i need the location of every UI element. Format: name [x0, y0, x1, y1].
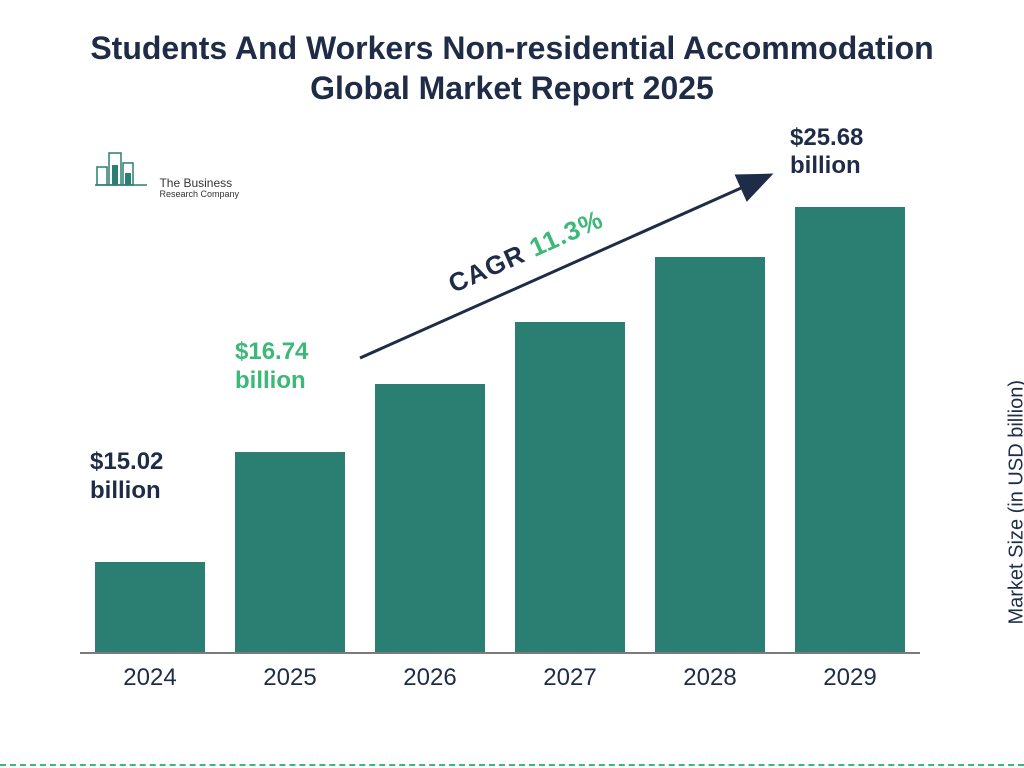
bar-2028 [655, 257, 765, 652]
xlabel-2: 2026 [370, 664, 490, 692]
xlabel-0: 2024 [90, 664, 210, 692]
x-axis-labels: 2024 2025 2026 2027 2028 2029 [80, 664, 920, 692]
xlabel-4: 2028 [650, 664, 770, 692]
xlabel-1: 2025 [230, 664, 350, 692]
bar-2024 [95, 562, 205, 652]
x-axis-baseline [80, 652, 920, 654]
xlabel-5: 2029 [790, 664, 910, 692]
chart-area: $25.68 billion $15.02 billion $16.74 bil… [80, 140, 940, 700]
bar-2025 [235, 452, 345, 652]
bars-container [80, 172, 920, 652]
bar-2029 [795, 207, 905, 652]
bar-2027 [515, 322, 625, 652]
bar-2026 [375, 384, 485, 652]
y-axis-label: Market Size (in USD billion) [1006, 380, 1024, 625]
xlabel-3: 2027 [510, 664, 630, 692]
dashed-divider [0, 764, 1024, 766]
chart-title: Students And Workers Non-residential Acc… [0, 0, 1024, 118]
